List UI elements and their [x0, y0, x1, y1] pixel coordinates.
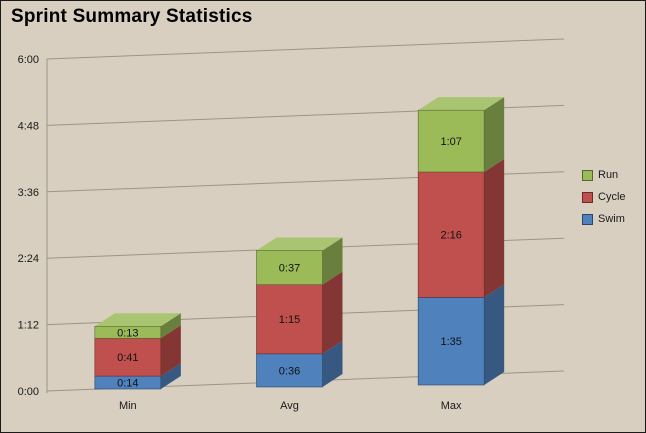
segment-label-max-cycle: 2:16	[440, 230, 461, 242]
segment-label-max-run: 1:07	[440, 136, 461, 148]
legend-swatch-swim	[582, 213, 593, 225]
legend-label-swim: Swim	[598, 213, 625, 225]
segment-label-max-swim: 1:35	[440, 336, 461, 348]
segment-label-avg-run: 0:37	[279, 263, 300, 275]
x-axis-label-max: Max	[441, 400, 462, 412]
y-tick-label-4:48: 4:48	[18, 120, 39, 132]
bar-segment-avg-cycle	[256, 284, 323, 355]
chart-title: Sprint Summary Statistics	[11, 6, 253, 27]
gridline-6:00	[46, 38, 565, 60]
bar-segment-min-run	[94, 325, 162, 339]
legend-item-cycle: Cycle	[582, 191, 626, 203]
bar-side-avg-cycle	[322, 271, 343, 354]
bar-side-max-run	[484, 97, 505, 172]
bar-top-avg-run	[256, 237, 343, 251]
bar-side-max-cycle	[484, 158, 505, 298]
bar-avg: 0:36 1:15 0:37	[256, 237, 343, 388]
segment-label-min-run: 0:13	[117, 327, 138, 339]
bar-segment-avg-swim	[256, 353, 323, 388]
bar-top-max-run	[418, 97, 505, 111]
segment-label-min-cycle: 0:41	[117, 352, 138, 364]
bar-segment-max-cycle	[417, 171, 485, 298]
bar-segment-max-swim	[417, 297, 485, 386]
bar-segment-max-run	[417, 109, 485, 173]
legend-label-run: Run	[598, 169, 619, 181]
bar-side-min-cycle	[160, 325, 181, 377]
y-tick-label-0:00: 0:00	[18, 386, 39, 398]
bar-max: 1:35 2:16 1:07	[417, 97, 505, 386]
legend-item-swim: Swim	[582, 213, 626, 225]
x-axis-label-avg: Avg	[280, 400, 299, 412]
bar-side-avg-run	[322, 237, 343, 285]
y-tick-label-3:36: 3:36	[18, 187, 39, 199]
segment-label-avg-cycle: 1:15	[279, 314, 300, 326]
y-tick-label-1:12: 1:12	[18, 320, 39, 332]
segment-label-min-swim: 0:14	[117, 378, 138, 390]
chart-legend: Run Cycle Swim	[582, 169, 626, 225]
bar-top-min-run	[94, 313, 181, 327]
legend-swatch-cycle	[582, 191, 593, 203]
y-tick-label-2:24: 2:24	[18, 253, 39, 265]
segment-label-avg-swim: 0:36	[279, 365, 300, 377]
legend-item-run: Run	[582, 169, 626, 181]
legend-label-cycle: Cycle	[598, 191, 626, 203]
x-axis-label-min: Min	[119, 400, 137, 412]
bar-segment-avg-run	[256, 250, 323, 285]
bar-side-min-swim	[160, 363, 181, 389]
legend-swatch-run	[582, 169, 593, 181]
bar-side-avg-swim	[322, 340, 343, 387]
bar-segment-min-cycle	[94, 337, 162, 377]
y-tick-label-6:00: 6:00	[18, 54, 39, 66]
bar-side-min-run	[160, 313, 181, 339]
bar-side-max-swim	[484, 284, 505, 385]
bar-min: 0:14 0:41 0:13	[94, 313, 181, 390]
